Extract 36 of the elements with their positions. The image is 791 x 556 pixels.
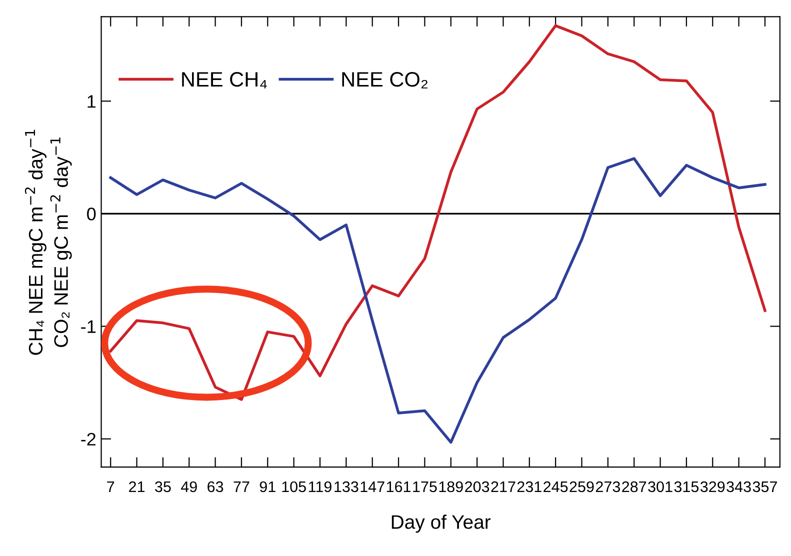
x-tick-label: 315 [674,481,699,492]
line-series [109,24,766,401]
y-tick-label: 1 [88,95,96,108]
x-tick-label: 35 [155,481,171,492]
x-tick-label: 231 [517,481,542,492]
y-tick-label: 0 [87,208,96,220]
x-tick-label: 175 [413,481,437,492]
x-axis-title: Day of Year [392,514,491,533]
x-tick-label: 105 [282,481,306,492]
x-tick-label: 287 [622,481,646,492]
y-tick-label: -2 [81,432,96,446]
x-tick-label: 21 [129,481,145,492]
x-tick-label: 161 [386,481,411,492]
text: CH₄ NEE mgC m$^{−2}$ day$^{−1}$ CO₂ NEE gC m$^{−2}$ day$^{−1}$ [24,130,72,355]
x-tick-label: 63 [208,481,224,492]
x-tick-label: 49 [180,481,197,492]
x-tick-label: 329 [700,481,725,492]
line-series [109,157,766,444]
x-tick-label: 147 [360,481,384,492]
x-tick-label: 189 [439,481,463,492]
x-tick-label: 217 [491,481,516,492]
x-tick-label: 357 [752,481,777,492]
x-tick-label: 259 [570,481,594,492]
x-tick-label: 91 [260,481,276,492]
y-tick-label: -1 [81,320,96,333]
x-tick-label: 273 [596,481,620,492]
x-tick-label: 133 [334,481,358,492]
x-tick-label: 119 [308,481,332,492]
x-tick-label: 245 [544,481,568,492]
x-tick-label: 203 [465,481,490,492]
x-tick-label: 77 [234,481,250,492]
x-tick-label: 343 [726,481,751,492]
x-tick-label: 7 [107,481,114,492]
legend-label: NEE CH₄ [182,72,267,88]
x-tick-label: 301 [648,481,672,492]
legend-label: NEE CO₂ [342,72,428,88]
